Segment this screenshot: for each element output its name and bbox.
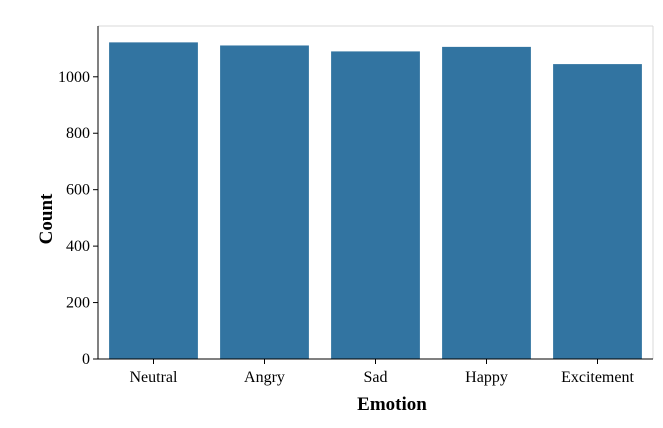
x-ticks-group: Neutral Angry Sad Happy Excitement <box>130 359 634 386</box>
bar-sad <box>331 51 420 360</box>
bars-group <box>109 42 642 360</box>
y-tick-label: 400 <box>66 238 90 255</box>
x-tick-label: Angry <box>244 369 285 386</box>
bar-neutral <box>109 42 198 360</box>
y-tick-label: 600 <box>66 182 90 199</box>
x-tick-label: Sad <box>364 369 388 386</box>
bar-excitement <box>553 64 642 359</box>
y-tick-label: 1000 <box>58 69 90 86</box>
bar-angry <box>220 45 309 359</box>
x-tick-label: Excitement <box>561 369 634 386</box>
x-tick-label: Neutral <box>130 369 179 386</box>
x-axis-title: Emotion <box>357 394 427 415</box>
bar-happy <box>442 46 531 359</box>
x-tick-label: Happy <box>465 369 508 386</box>
y-tick-label: 0 <box>82 351 90 368</box>
y-axis-title: Count <box>36 193 57 244</box>
y-tick-label: 800 <box>66 125 90 142</box>
y-ticks-group: 0 200 400 600 800 1000 <box>58 69 98 368</box>
y-tick-label: 200 <box>66 295 90 312</box>
